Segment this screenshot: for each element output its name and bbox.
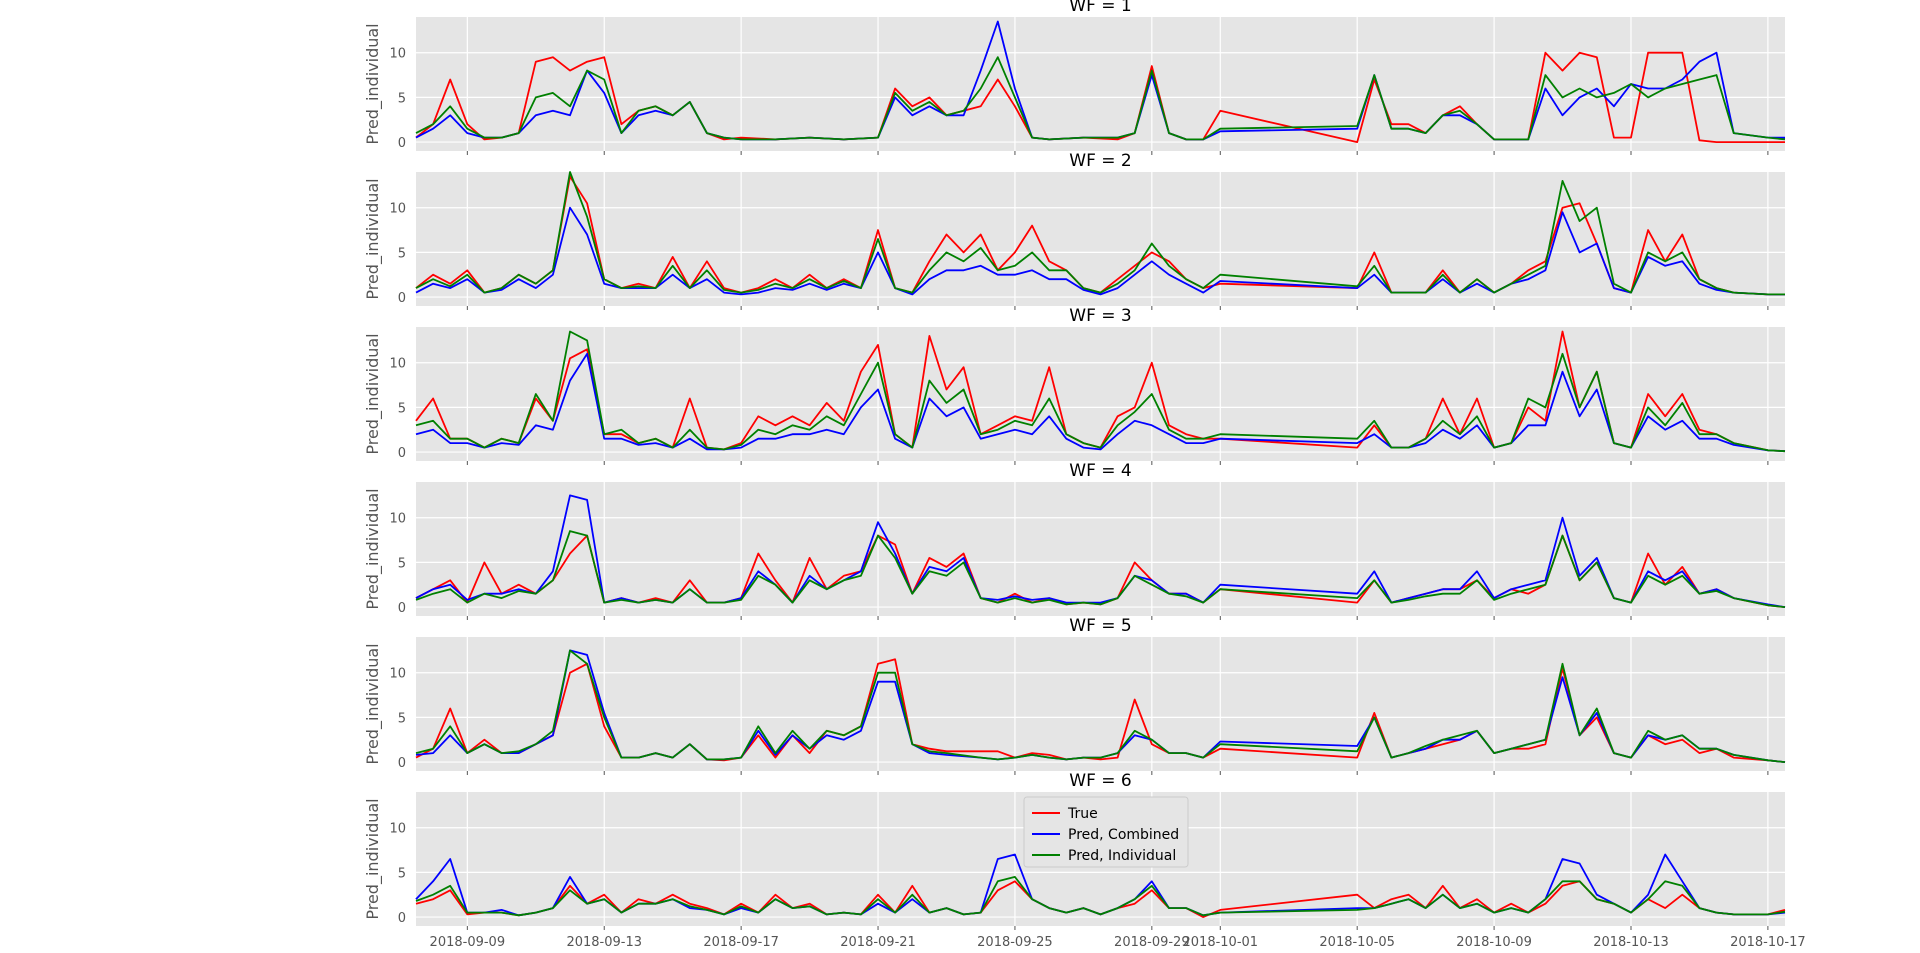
x-tick-label: 2018-10-09 <box>1456 935 1532 950</box>
panel-2: 0 5 10 WF = 2 Pred_individual <box>363 151 1785 310</box>
panel-title: WF = 3 <box>1069 306 1131 326</box>
y-tick-label: 0 <box>398 446 406 461</box>
legend-label: Pred, Combined <box>1068 827 1179 843</box>
series-line-pred-combined <box>415 494 1786 608</box>
y-tick-label: 0 <box>398 136 406 151</box>
y-tick-label: 10 <box>389 47 406 62</box>
x-axis-label: Time <box>1080 951 1120 953</box>
y-axis-label: Pred_individual <box>363 488 383 609</box>
y-tick-label: 5 <box>398 866 406 881</box>
x-tick-label: 2018-09-13 <box>566 935 642 950</box>
panel-title: WF = 4 <box>1069 461 1131 481</box>
y-tick-label: 10 <box>389 202 406 217</box>
series-line-pred-individual <box>415 330 1786 453</box>
y-tick-label: 10 <box>389 512 406 527</box>
y-tick-label: 5 <box>398 91 406 106</box>
panel-5: 0 5 10 WF = 5 Pred_individual <box>363 616 1786 775</box>
x-tick-label: 2018-10-01 <box>1183 935 1259 950</box>
y-tick-label: 10 <box>389 822 406 837</box>
plot-area <box>416 172 1785 306</box>
y-tick-label: 0 <box>398 291 406 306</box>
legend-label: Pred, Individual <box>1068 848 1176 864</box>
x-tick-label: 2018-10-17 <box>1730 935 1806 950</box>
x-tick-label: 2018-09-29 <box>1114 935 1190 950</box>
panel-title: WF = 6 <box>1069 771 1131 791</box>
plot-area <box>416 17 1785 151</box>
legend-label: True <box>1067 806 1098 822</box>
series-line-pred-individual <box>415 649 1786 763</box>
y-tick-label: 0 <box>398 601 406 616</box>
panel-6: 0 5 10 WF = 6 Pred_individual True Pred, Combi… <box>363 771 1806 953</box>
y-tick-label: 10 <box>389 357 406 372</box>
series-line-pred-individual <box>415 56 1786 141</box>
plot-area <box>416 327 1785 461</box>
y-tick-label: 10 <box>389 667 406 682</box>
series-line-true <box>415 330 1786 453</box>
legend-box <box>1023 796 1189 868</box>
series-line-pred-combined <box>415 352 1786 453</box>
series-line-pred-individual <box>415 876 1786 917</box>
panel-1: 0 5 10 WF = 1 Pred_individual <box>363 0 1786 155</box>
panel-title: WF = 5 <box>1069 616 1131 636</box>
y-tick-label: 5 <box>398 711 406 726</box>
x-tick-label: 2018-09-17 <box>703 935 779 950</box>
y-axis-label: Pred_individual <box>363 333 383 454</box>
panel-4: 0 5 10 WF = 4 Pred_individual <box>363 461 1786 620</box>
y-axis-label: Pred_individual <box>363 643 383 764</box>
panel-title: WF = 2 <box>1069 151 1131 171</box>
x-tick-label: 2018-09-25 <box>977 935 1053 950</box>
panel-3: 0 5 10 WF = 3 Pred_individual <box>363 306 1786 465</box>
y-tick-label: 5 <box>398 556 406 571</box>
y-axis-label: Pred_individual <box>363 178 383 299</box>
y-tick-label: 5 <box>398 401 406 416</box>
x-tick-label: 2018-10-05 <box>1319 935 1395 950</box>
y-tick-label: 5 <box>398 246 406 261</box>
series-line-pred-individual <box>415 171 1785 296</box>
y-tick-label: 0 <box>398 756 406 771</box>
x-tick-label: 2018-09-21 <box>840 935 916 950</box>
x-tick-label: 2018-10-13 <box>1593 935 1669 950</box>
series-line-pred-individual <box>415 530 1786 608</box>
panel-title: WF = 1 <box>1069 0 1131 16</box>
plot-area <box>416 482 1785 616</box>
y-axis-label: Pred_individual <box>363 23 383 144</box>
x-tick-label: 2018-09-09 <box>430 935 506 950</box>
legend: True Pred, Combined Pred, Individual <box>1023 796 1189 868</box>
y-tick-label: 0 <box>398 911 406 926</box>
y-axis-label: Pred_individual <box>363 798 383 919</box>
plot-area <box>416 637 1785 771</box>
